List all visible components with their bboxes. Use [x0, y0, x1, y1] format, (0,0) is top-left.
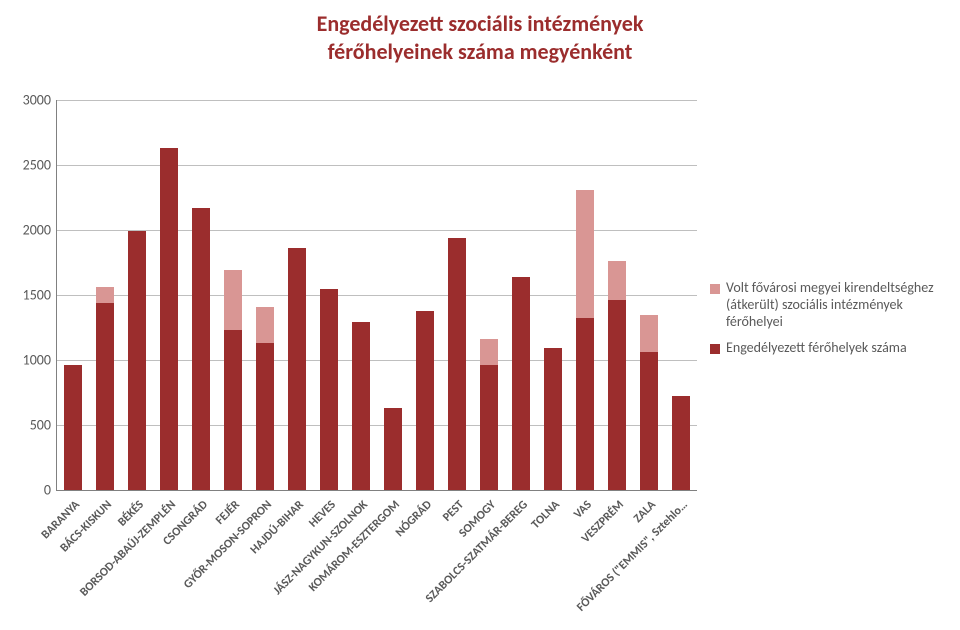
x-tick-label: ZALA [631, 498, 659, 526]
bar-segment-eng [96, 303, 114, 490]
grid-line [57, 230, 697, 231]
bar-segment-eng [320, 289, 338, 490]
bar-segment-eng [480, 365, 498, 490]
bar [480, 100, 498, 490]
bar [544, 100, 562, 490]
grid-line [57, 360, 697, 361]
bar [448, 100, 466, 490]
bar-segment-eng [544, 348, 562, 490]
y-tick-label: 500 [30, 417, 57, 434]
bar-segment-eng [512, 277, 530, 490]
bar [416, 100, 434, 490]
legend-item: Volt fővárosi megyei kirendeltséghez (át… [710, 280, 956, 330]
bar [128, 100, 146, 490]
bar-segment-eng [224, 330, 242, 490]
y-tick-label: 1500 [23, 287, 57, 304]
bar-segment-eng [288, 248, 306, 490]
bar-segment-volt [256, 307, 274, 343]
bar-segment-eng [672, 396, 690, 490]
legend-label: Engedélyezett férőhelyek száma [726, 340, 907, 357]
bar-segment-eng [640, 352, 658, 490]
title-line2: férőhelyeinek száma megyénként [328, 38, 633, 65]
bar-segment-eng [128, 231, 146, 490]
title-line1: Engedélyezett szociális intézmények [317, 10, 644, 37]
bar [608, 100, 626, 490]
y-tick-label: 0 [44, 482, 57, 499]
bar-segment-eng [384, 408, 402, 490]
grid-line [57, 425, 697, 426]
bar [352, 100, 370, 490]
bar-segment-volt [224, 270, 242, 330]
bar-segment-eng [352, 322, 370, 490]
bar-segment-eng [64, 365, 82, 490]
legend: Volt fővárosi megyei kirendeltséghez (át… [710, 280, 956, 367]
bar [512, 100, 530, 490]
bar [384, 100, 402, 490]
legend-label: Volt fővárosi megyei kirendeltséghez (át… [726, 280, 956, 330]
bar-segment-volt [640, 315, 658, 353]
bar-segment-volt [608, 261, 626, 300]
bar [576, 100, 594, 490]
legend-item: Engedélyezett férőhelyek száma [710, 340, 956, 357]
bar-segment-volt [96, 287, 114, 303]
y-tick-label: 3000 [23, 92, 57, 109]
x-tick-label: PEST [440, 498, 467, 525]
bar [288, 100, 306, 490]
bar-segment-eng [192, 208, 210, 490]
grid-line [57, 165, 697, 166]
bar [96, 100, 114, 490]
bar [64, 100, 82, 490]
bar [640, 100, 658, 490]
bar-segment-volt [576, 190, 594, 319]
bar-segment-eng [608, 300, 626, 490]
bar [224, 100, 242, 490]
bar-segment-eng [416, 311, 434, 490]
y-tick-label: 1000 [23, 352, 57, 369]
bar [192, 100, 210, 490]
plot-area: 050010001500200025003000BARANYABÁCS-KISK… [56, 100, 697, 491]
bar [256, 100, 274, 490]
bar [672, 100, 690, 490]
bar [160, 100, 178, 490]
bar-segment-eng [576, 318, 594, 490]
legend-swatch [710, 284, 720, 294]
y-tick-label: 2500 [23, 157, 57, 174]
bar-segment-eng [160, 148, 178, 490]
bar-segment-eng [256, 343, 274, 490]
bar-segment-eng [448, 238, 466, 490]
legend-swatch [710, 344, 720, 354]
grid-line [57, 100, 697, 101]
x-tick-label: VAS [571, 498, 595, 522]
y-tick-label: 2000 [23, 222, 57, 239]
bar-segment-volt [480, 339, 498, 364]
grid-line [57, 295, 697, 296]
chart-title: Engedélyezett szociális intézmények férő… [0, 0, 960, 65]
bar [320, 100, 338, 490]
x-tick-label: TOLNA [529, 498, 563, 532]
